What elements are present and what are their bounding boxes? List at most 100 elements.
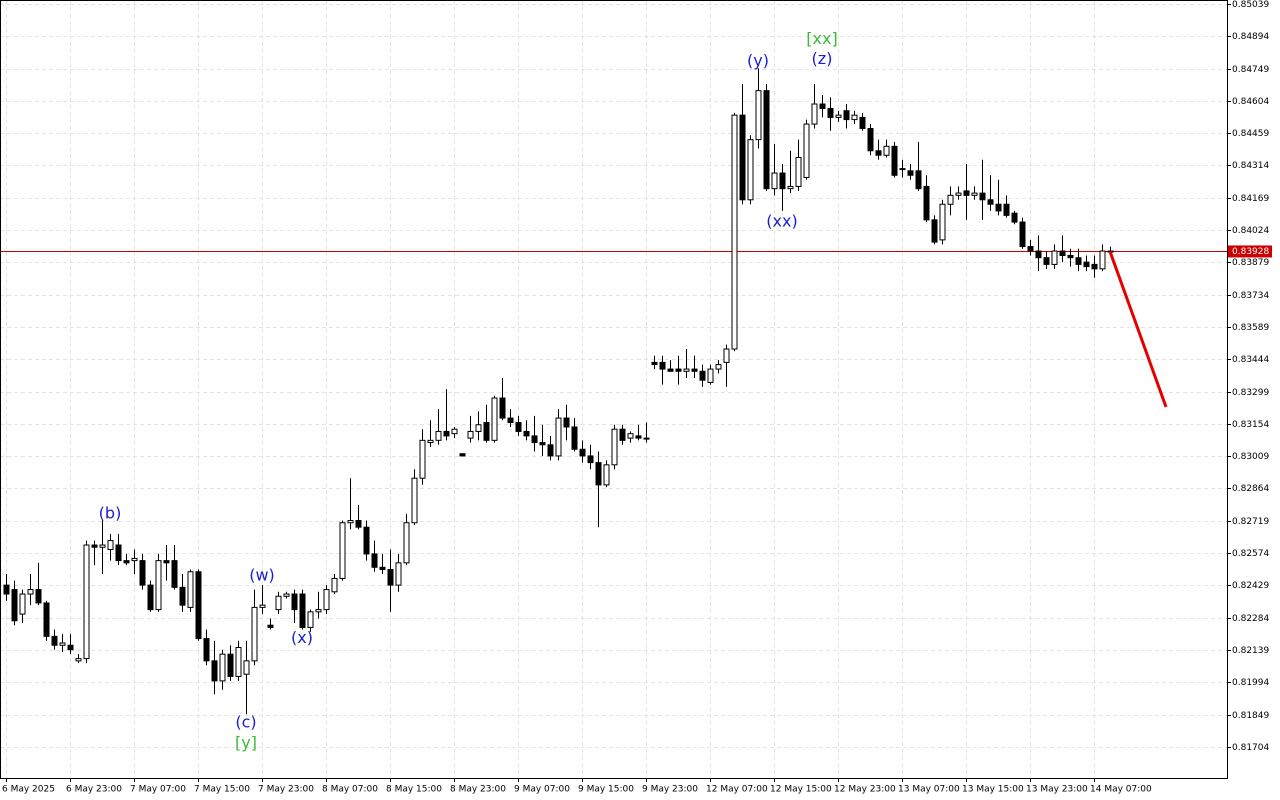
candle-body xyxy=(1035,250,1042,259)
candle-body xyxy=(763,90,770,190)
candle-body xyxy=(955,192,962,196)
candle-body xyxy=(771,172,778,190)
candle-body xyxy=(691,368,698,372)
x-tick-label: 7 May 23:00 xyxy=(258,785,314,795)
y-tick-label: 0.83444 xyxy=(1232,355,1269,365)
candle-body xyxy=(819,103,826,109)
y-tick-label: 0.82864 xyxy=(1232,484,1269,494)
y-tick-label: 0.84894 xyxy=(1232,32,1269,42)
x-tick-label: 9 May 15:00 xyxy=(578,785,634,795)
candle-body xyxy=(1051,250,1058,265)
candles xyxy=(3,68,1168,715)
candle-body xyxy=(467,430,474,439)
candle-body xyxy=(403,522,410,564)
candle-body xyxy=(1075,257,1082,265)
candle-body xyxy=(1091,263,1098,270)
candle-body xyxy=(899,168,906,171)
candle-body xyxy=(331,577,338,593)
candle-body xyxy=(883,145,890,156)
candle-body xyxy=(283,593,290,597)
candle-body xyxy=(859,116,866,130)
candle-body xyxy=(587,455,594,464)
candle-body xyxy=(315,609,322,613)
candle-body xyxy=(363,526,370,555)
candle-body xyxy=(579,448,586,457)
candle-body xyxy=(835,114,842,118)
candle-body xyxy=(299,593,306,628)
wave-label: [xx] xyxy=(806,29,837,48)
candle-body xyxy=(35,589,42,604)
candle-body xyxy=(307,611,314,628)
candle-body xyxy=(539,442,546,446)
candle-body xyxy=(427,439,434,444)
candle-body xyxy=(915,170,922,190)
candle-body xyxy=(123,560,130,564)
candle-body xyxy=(523,430,530,437)
candle-body xyxy=(547,444,554,457)
y-tick-label: 0.83299 xyxy=(1232,388,1269,398)
candle-body xyxy=(1099,250,1106,270)
x-tick-label: 13 May 07:00 xyxy=(898,785,960,795)
y-tick-label: 0.83734 xyxy=(1232,291,1269,301)
candle-body xyxy=(891,145,898,176)
wave-label: (xx) xyxy=(766,212,797,231)
candle-body xyxy=(531,435,538,444)
current-price-label: 0.83928 xyxy=(1232,247,1269,257)
x-tick-label: 8 May 07:00 xyxy=(322,785,378,795)
wave-label: (y) xyxy=(747,51,769,70)
wave-label: (x) xyxy=(291,628,313,647)
y-tick-label: 0.84749 xyxy=(1232,65,1269,75)
candle-body xyxy=(219,653,226,682)
candle-body xyxy=(187,571,194,608)
candle-body xyxy=(3,584,10,595)
x-tick-label: 14 May 07:00 xyxy=(1090,785,1152,795)
wave-label: (z) xyxy=(812,49,833,68)
x-tick-label: 9 May 23:00 xyxy=(642,785,698,795)
candle-body xyxy=(483,422,490,441)
candle-body xyxy=(1003,203,1010,216)
candle-body xyxy=(347,520,354,524)
y-tick-label: 0.82284 xyxy=(1232,614,1269,624)
candle-body xyxy=(235,646,242,677)
candle-body xyxy=(1011,212,1018,223)
candle-body xyxy=(1067,254,1074,259)
candle-body xyxy=(355,520,362,528)
x-tick-label: 12 May 07:00 xyxy=(706,785,768,795)
candle-body xyxy=(387,569,394,586)
candle-body xyxy=(867,128,874,152)
candle-body xyxy=(139,560,146,586)
candle-body xyxy=(555,417,562,457)
candle-body xyxy=(243,660,250,675)
candle-body xyxy=(659,361,666,370)
candle-body xyxy=(907,170,914,176)
candle-body xyxy=(875,150,882,156)
candle-body xyxy=(987,199,994,205)
y-tick-label: 0.84314 xyxy=(1232,161,1269,171)
candle-body xyxy=(451,428,458,435)
candle-body xyxy=(83,544,90,660)
candle-body xyxy=(1019,221,1026,248)
candle-body xyxy=(339,522,346,579)
candle-body xyxy=(259,604,266,608)
candle-body xyxy=(979,192,986,201)
candle-body xyxy=(675,368,682,372)
candle-body xyxy=(115,544,122,562)
candle-body xyxy=(715,364,722,370)
candle-body xyxy=(707,368,714,383)
candle-body xyxy=(947,194,954,205)
y-tick-label: 0.83879 xyxy=(1232,258,1269,268)
candle-body xyxy=(59,642,66,646)
x-tick-label: 12 May 23:00 xyxy=(834,785,896,795)
x-tick-label: 7 May 15:00 xyxy=(194,785,250,795)
candle-body xyxy=(811,103,818,125)
x-tick-label: 13 May 15:00 xyxy=(962,785,1024,795)
x-tick-label: 12 May 15:00 xyxy=(770,785,832,795)
candle-body xyxy=(803,123,810,179)
candle-body xyxy=(731,114,738,350)
candle-body xyxy=(939,203,946,241)
candle-body xyxy=(163,560,170,564)
candle-body xyxy=(779,172,786,190)
candle-body xyxy=(19,593,26,615)
candle-body xyxy=(251,606,258,662)
